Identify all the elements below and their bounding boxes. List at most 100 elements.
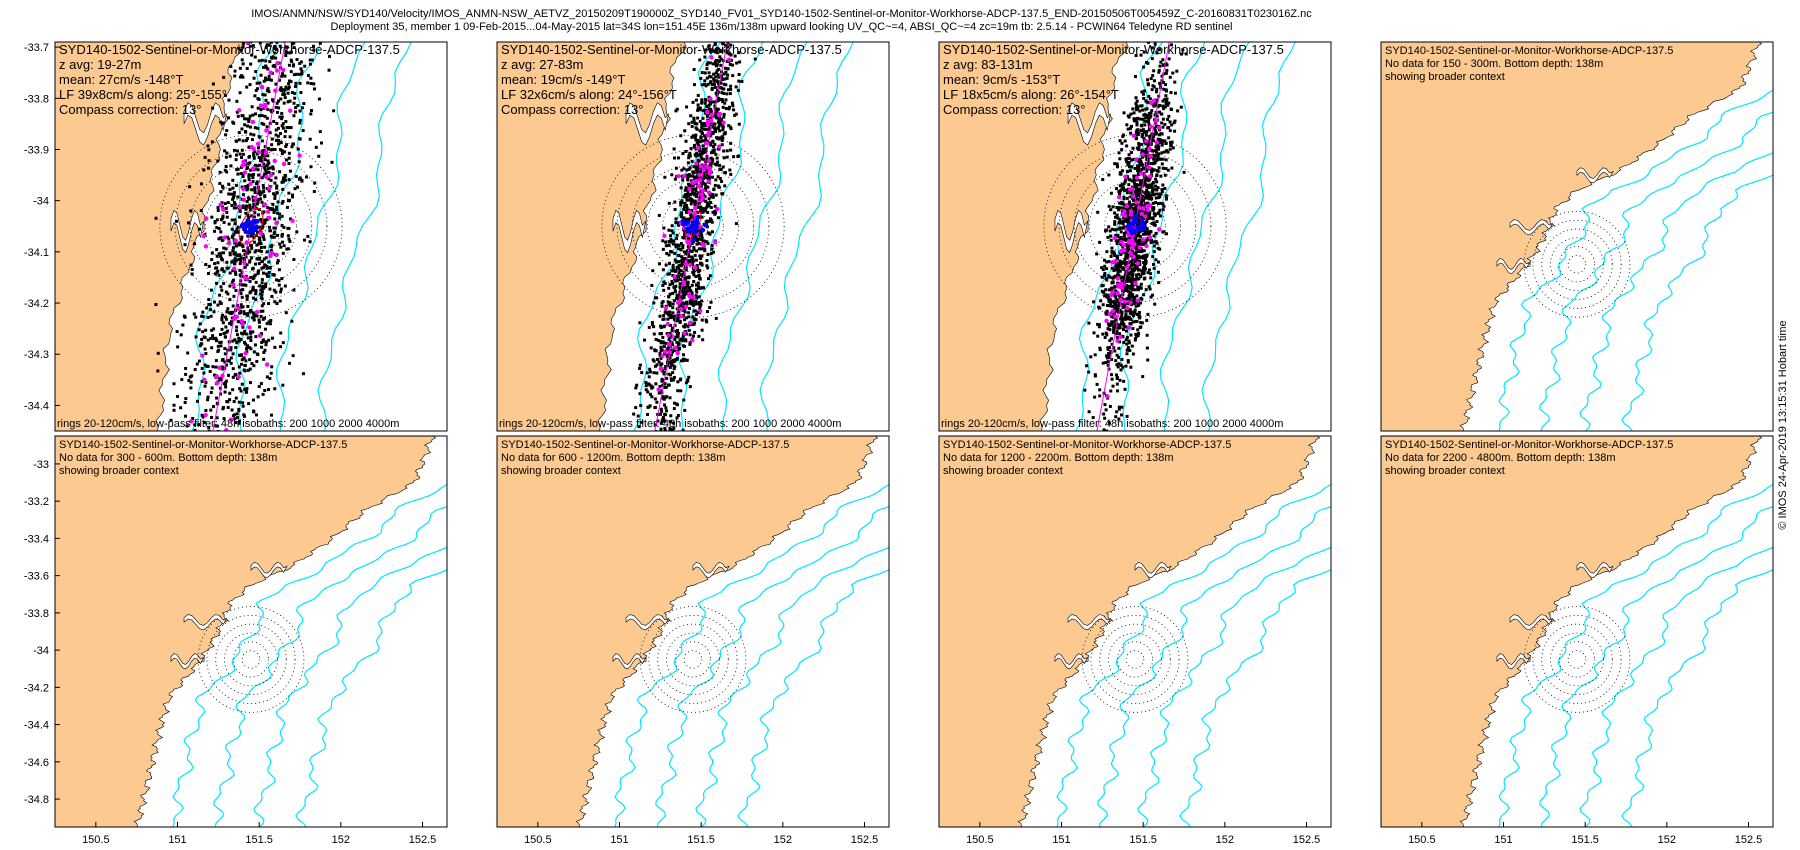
velocity-point [312, 190, 316, 194]
velocity-point [1142, 130, 1146, 134]
velocity-point [189, 263, 193, 267]
velocity-point [735, 61, 739, 65]
velocity-point [235, 227, 239, 231]
velocity-point [249, 275, 253, 279]
velocity-point [1139, 197, 1143, 201]
velocity-point [685, 210, 689, 214]
velocity-point [284, 145, 288, 149]
velocity-point [236, 320, 240, 324]
velocity-point [679, 389, 683, 393]
velocity-point [717, 75, 721, 79]
velocity-point [262, 257, 266, 261]
velocity-point [248, 259, 252, 263]
velocity-point [210, 215, 214, 219]
lowpass-point [656, 387, 661, 392]
velocity-point [219, 190, 223, 194]
velocity-point [1141, 375, 1145, 379]
velocity-point [1133, 288, 1137, 292]
velocity-point [1107, 367, 1111, 371]
velocity-point [668, 310, 672, 314]
velocity-point [695, 170, 699, 174]
velocity-point [287, 156, 291, 160]
velocity-point [240, 358, 244, 362]
velocity-point [223, 93, 227, 97]
velocity-point [249, 62, 253, 66]
velocity-point [1110, 320, 1114, 324]
velocity-point [244, 185, 248, 189]
velocity-point [1126, 256, 1130, 260]
velocity-point [675, 293, 679, 297]
velocity-point [279, 287, 283, 291]
velocity-point [259, 73, 263, 77]
velocity-point [306, 81, 310, 85]
velocity-point [710, 230, 714, 234]
velocity-point [219, 230, 223, 234]
velocity-point [259, 292, 263, 296]
velocity-point [1154, 132, 1158, 136]
velocity-point [659, 345, 663, 349]
velocity-point [683, 201, 687, 205]
velocity-point [228, 284, 232, 288]
velocity-point [239, 353, 243, 357]
velocity-point [219, 285, 223, 289]
velocity-point [1166, 103, 1170, 107]
velocity-point [710, 161, 714, 165]
velocity-point [1167, 136, 1171, 140]
velocity-point [1169, 43, 1173, 47]
velocity-point [281, 126, 285, 130]
velocity-point [712, 79, 716, 83]
velocity-point [716, 160, 720, 164]
velocity-point [1118, 308, 1122, 312]
velocity-point [216, 261, 220, 265]
velocity-point [687, 167, 691, 171]
velocity-point [1160, 139, 1164, 143]
lowpass-point [236, 374, 241, 380]
velocity-point [231, 278, 235, 282]
velocity-point [716, 107, 720, 111]
velocity-point [309, 165, 313, 169]
velocity-point [696, 138, 700, 142]
velocity-point [1142, 241, 1146, 245]
velocity-point [1134, 137, 1138, 141]
velocity-point [290, 319, 294, 323]
velocity-point [1114, 215, 1118, 219]
velocity-point [220, 358, 224, 362]
velocity-point [215, 416, 219, 420]
velocity-point [245, 297, 249, 301]
velocity-point [231, 388, 235, 392]
velocity-point [664, 395, 668, 399]
velocity-point [716, 126, 720, 130]
velocity-point [193, 367, 197, 371]
velocity-point [1133, 174, 1137, 178]
velocity-point [653, 406, 657, 410]
velocity-point [276, 126, 280, 130]
velocity-point [259, 249, 263, 253]
velocity-point [228, 271, 232, 275]
velocity-point [274, 290, 278, 294]
velocity-point [257, 191, 261, 195]
velocity-point [244, 283, 248, 287]
velocity-point [252, 156, 256, 160]
velocity-point [671, 363, 675, 367]
velocity-point [1166, 168, 1170, 172]
velocity-point [242, 340, 246, 344]
velocity-point [244, 211, 248, 215]
velocity-point [705, 240, 709, 244]
velocity-point [266, 274, 270, 278]
velocity-point [228, 398, 232, 402]
velocity-point [214, 336, 218, 340]
velocity-point [267, 338, 271, 342]
velocity-point [270, 37, 273, 40]
velocity-point [1128, 279, 1132, 283]
velocity-point [1116, 309, 1120, 313]
velocity-point [686, 280, 690, 284]
velocity-point [289, 126, 293, 130]
velocity-point [310, 58, 314, 62]
velocity-point [651, 269, 655, 273]
velocity-point [709, 109, 713, 113]
velocity-point [265, 43, 269, 47]
velocity-point [309, 0, 312, 3]
velocity-point [1165, 68, 1169, 72]
velocity-point [644, 384, 648, 388]
velocity-point [271, 99, 275, 103]
